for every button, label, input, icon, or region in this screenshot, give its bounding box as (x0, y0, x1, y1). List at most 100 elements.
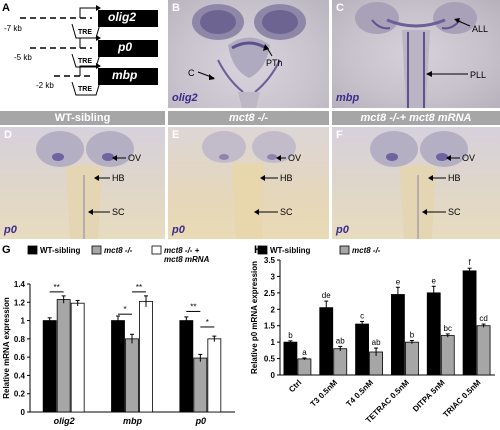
bar (405, 341, 419, 376)
legend-label: mct8 -/- + mct8 mRNA (164, 246, 210, 264)
legend-label: WT-sibling (40, 246, 81, 255)
bar (476, 325, 491, 376)
annotation-ov: OV (462, 153, 476, 163)
embryo-mbp-stain (355, 2, 477, 108)
legend-label: WT-sibling (270, 246, 311, 255)
x-tick-label: mbp (123, 416, 143, 426)
bar (179, 320, 194, 413)
bar (297, 358, 312, 376)
legend-swatch (27, 245, 38, 255)
annotation-hb: HB (280, 173, 293, 183)
kb-label: -7 kb (4, 24, 22, 33)
annotation-arrows (254, 155, 286, 215)
bar (56, 299, 71, 413)
annotation-arrows (88, 155, 126, 215)
gene-name: mbp (112, 68, 138, 82)
significance-letter: b (410, 331, 415, 340)
bar (111, 320, 125, 413)
panel-d-image: D p0 OV HB SC (0, 127, 165, 239)
panel-label-e: E (172, 129, 180, 141)
panel-f-image: F p0 OV HB SC (332, 127, 500, 239)
gene-label: olig2 (172, 92, 198, 104)
bar (426, 292, 441, 376)
x-tick-label: p0 (195, 416, 207, 426)
x-tick-label: T3 0.5nM (309, 378, 340, 409)
annotation-arrows (426, 18, 471, 77)
significance-letter: ab (336, 336, 345, 345)
promoter-arrow-icon (79, 65, 98, 76)
panel-label-f: F (336, 129, 343, 141)
annotation-ov: OV (128, 153, 142, 163)
y-tick-label: 2.5 (264, 289, 276, 298)
promoter-arrow-icon (79, 7, 98, 18)
bar (70, 302, 85, 413)
promoter-constructs-diagram (20, 5, 158, 96)
title-mct8-rescue: mct8 -/-+ mct8 mRNA (332, 111, 500, 125)
annotation-hb: HB (112, 173, 125, 183)
panel-label-d: D (4, 129, 12, 141)
legend-swatch (91, 245, 102, 255)
significance-letter: e (432, 276, 437, 285)
panel-label-c: C (336, 2, 344, 14)
significance-letter: cd (479, 314, 487, 323)
x-tick-label: olig2 (54, 416, 75, 426)
y-tick-label: 0 (21, 408, 26, 417)
significance-mark: ** (190, 302, 196, 311)
annotation-arrows (422, 155, 460, 215)
gene-name: olig2 (108, 10, 137, 24)
annotation-hb: HB (448, 173, 461, 183)
bar (440, 335, 455, 376)
bar (193, 357, 208, 413)
bar (139, 300, 153, 413)
bar (462, 270, 477, 376)
panel-label-b: B (172, 2, 180, 14)
annotation-all: ALL (472, 24, 489, 34)
panel-c-image: C mbp ALL PLL (332, 0, 500, 108)
y-tick-label: 1 (21, 317, 26, 326)
x-tick-label: Ctrl (287, 378, 303, 394)
title-wt-sibling: WT-sibling (0, 111, 165, 125)
bar (355, 323, 369, 376)
annotation-sc: SC (448, 207, 461, 217)
gene-label: p0 (172, 224, 185, 236)
annotation-pll: PLL (470, 70, 487, 80)
gene-name: p0 (118, 40, 133, 54)
significance-mark: ** (54, 283, 60, 292)
bar (207, 338, 222, 413)
significance-mark: * (123, 305, 126, 314)
gene-label: mbp (336, 92, 360, 104)
significance-letter: ab (372, 338, 381, 347)
y-axis-label: Relative p0 mRNA expression (250, 261, 259, 374)
legend-swatch (339, 245, 350, 255)
promoter-arrow-icon (79, 37, 98, 48)
significance-letter: de (322, 291, 331, 300)
bar (333, 348, 348, 376)
significance-mark: ** (136, 283, 142, 292)
y-tick-label: 0.8 (14, 335, 26, 344)
y-tick-label: 1 (271, 338, 276, 347)
annotation-ov: OV (288, 153, 302, 163)
bar (42, 320, 57, 413)
y-tick-label: 0.4 (14, 371, 26, 380)
y-tick-label: 0.6 (14, 353, 26, 362)
x-tick-label: TRIAC 0.5nM (441, 378, 482, 419)
significance-letter: bc (444, 324, 452, 333)
chart-h: 0 0.5 1 1.5 2 2.5 3 3.5 Relative p0 mRNA express… (250, 245, 495, 425)
y-tick-label: 3 (271, 272, 276, 281)
y-axis-label: Relative mRNA expression (2, 297, 11, 399)
y-tick-label: 0.2 (14, 390, 26, 399)
legend-label: mct8 -/- (104, 246, 133, 255)
significance-letter: a (302, 348, 307, 357)
annotation-sc: SC (112, 207, 125, 217)
tre-label: TRE (78, 29, 92, 36)
x-tick-label: T4 0.5nM (344, 378, 375, 409)
y-tick-label: 1.5 (264, 322, 276, 331)
panel-label-g: G (2, 244, 11, 256)
panel-b-image: B olig2 C PTh (168, 0, 329, 108)
embryo-p0-ko (202, 131, 296, 239)
gene-label: p0 (336, 224, 349, 236)
y-tick-label: 3.5 (264, 256, 276, 265)
legend-swatch (257, 245, 268, 255)
kb-label: -5 kb (14, 53, 32, 62)
